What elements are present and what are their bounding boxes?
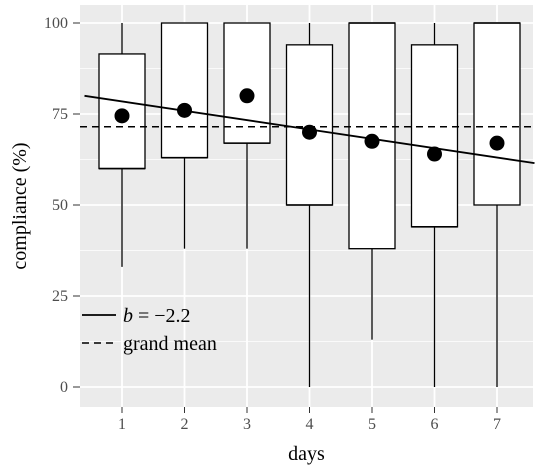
legend-grand-mean-label: grand mean bbox=[123, 333, 217, 355]
x-axis-title: days bbox=[288, 443, 325, 465]
mean-point-day-5 bbox=[364, 133, 380, 149]
y-axis-title: compliance (%) bbox=[9, 142, 31, 269]
y-tick-label: 75 bbox=[52, 106, 68, 123]
mean-points bbox=[114, 88, 505, 162]
legend-trend-value: = −2.2 bbox=[133, 305, 191, 327]
mean-point-day-7 bbox=[489, 135, 505, 151]
box-iqr bbox=[410, 44, 459, 228]
box-iqr bbox=[223, 22, 271, 144]
box-day-1 bbox=[98, 23, 146, 267]
mean-point-day-1 bbox=[114, 108, 130, 124]
x-tick-label: 4 bbox=[306, 416, 314, 433]
legend-trend-label: b = −2.2 bbox=[123, 305, 191, 327]
box-iqr bbox=[160, 22, 209, 159]
y-tick-labels: 0 25 50 75 100 bbox=[44, 15, 80, 396]
box-day-7 bbox=[473, 22, 521, 387]
x-tick-labels: 1 2 3 4 5 6 7 bbox=[118, 407, 501, 433]
box-day-6 bbox=[410, 23, 459, 387]
box-iqr bbox=[98, 53, 146, 170]
mean-point-day-2 bbox=[177, 102, 192, 118]
legend-trend-variable: b bbox=[123, 305, 133, 327]
mean-point-day-6 bbox=[427, 146, 442, 162]
x-tick-label: 5 bbox=[368, 416, 376, 433]
x-tick-label: 1 bbox=[118, 416, 126, 433]
mean-point-day-4 bbox=[302, 124, 317, 140]
box-iqr bbox=[473, 22, 521, 206]
y-tick-label: 25 bbox=[52, 288, 68, 305]
y-tick-label: 50 bbox=[52, 197, 68, 214]
boxes bbox=[98, 22, 521, 387]
x-tick-label: 7 bbox=[493, 416, 501, 433]
x-tick-label: 6 bbox=[431, 416, 439, 433]
mean-point-day-3 bbox=[239, 88, 255, 104]
box-day-4 bbox=[285, 23, 334, 387]
y-tick-label: 0 bbox=[60, 379, 68, 396]
y-tick-label: 100 bbox=[44, 15, 68, 32]
box-day-2 bbox=[160, 22, 209, 249]
legend: b = −2.2 grand mean bbox=[82, 305, 217, 355]
x-tick-label: 2 bbox=[181, 416, 189, 433]
x-tick-label: 3 bbox=[243, 416, 251, 433]
